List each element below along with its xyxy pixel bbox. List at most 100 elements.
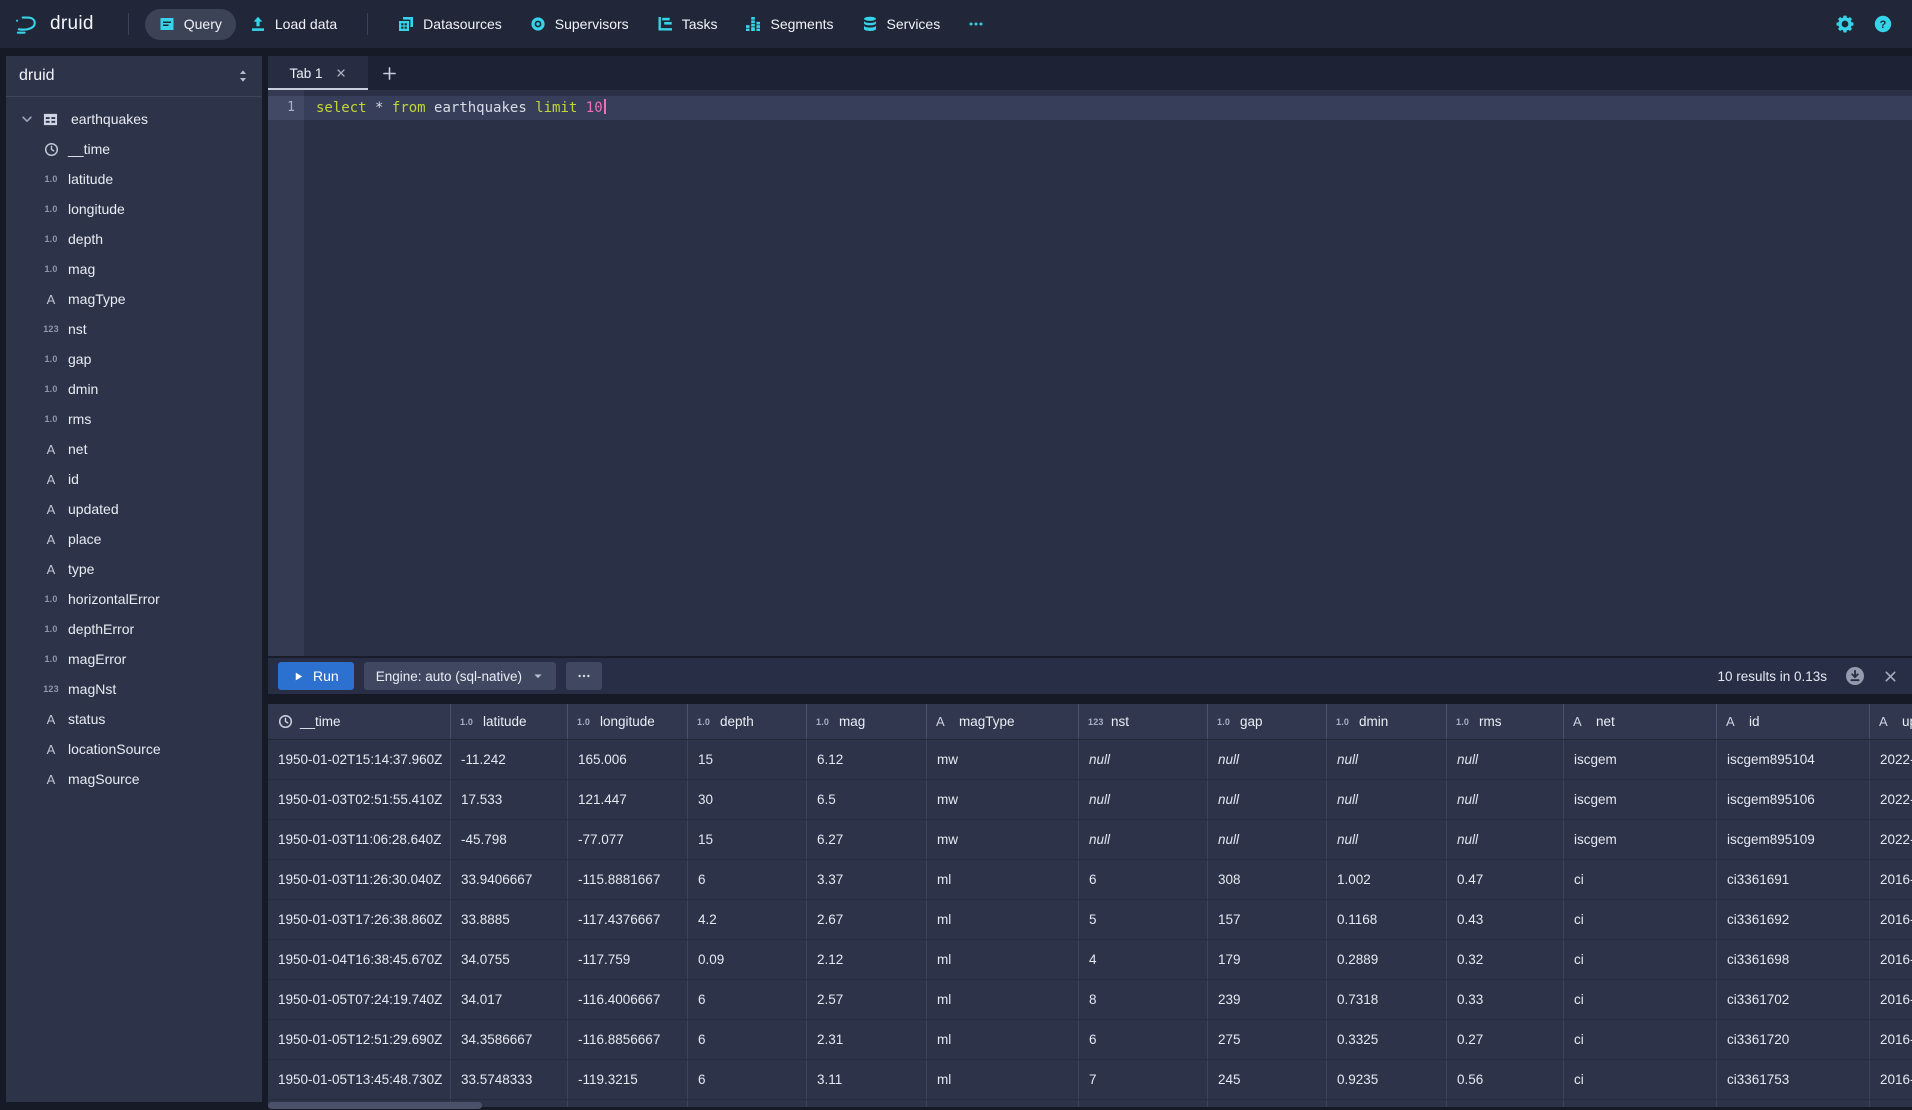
tree-item-column-mag[interactable]: 1.0mag [6, 254, 262, 284]
tree-item-column-net[interactable]: Anet [6, 434, 262, 464]
help-icon[interactable]: ? [1874, 15, 1892, 33]
table-cell[interactable]: 6.5 [807, 780, 927, 819]
table-cell[interactable]: ci [1564, 900, 1717, 939]
tree-item-column-place[interactable]: Aplace [6, 524, 262, 554]
nav-item-more[interactable] [954, 9, 998, 40]
table-cell[interactable]: iscgem895109 [1717, 820, 1870, 859]
column-header-updated[interactable]: Aupdated [1870, 704, 1912, 739]
table-cell[interactable]: 2022-0 [1870, 780, 1912, 819]
table-cell[interactable]: -117.759 [568, 940, 688, 979]
tree-item-column-magtype[interactable]: AmagType [6, 284, 262, 314]
table-cell[interactable]: 1950-01-05T12:51:29.690Z [268, 1020, 451, 1059]
table-cell[interactable]: 0.09 [688, 940, 807, 979]
tree-item-column-rms[interactable]: 1.0rms [6, 404, 262, 434]
nav-item-services[interactable]: Services [848, 9, 955, 40]
table-cell[interactable]: ci3361720 [1717, 1020, 1870, 1059]
table-cell[interactable]: 33.8885 [451, 900, 568, 939]
table-cell[interactable]: 34.3586667 [451, 1020, 568, 1059]
table-cell[interactable]: null [1327, 740, 1447, 779]
column-header-magtype[interactable]: AmagType [927, 704, 1079, 739]
table-cell[interactable]: ci3361692 [1717, 900, 1870, 939]
table-cell[interactable]: 0.27 [1447, 1020, 1564, 1059]
tree-item-column-deptherror[interactable]: 1.0depthError [6, 614, 262, 644]
table-cell[interactable]: ci [1564, 1020, 1717, 1059]
table-cell[interactable]: 2016-0 [1870, 980, 1912, 1019]
table-cell[interactable]: 30 [688, 780, 807, 819]
table-cell[interactable]: ml [927, 940, 1079, 979]
table-cell[interactable]: 6 [1079, 1020, 1208, 1059]
nav-item-query[interactable]: Query [145, 9, 236, 40]
table-cell[interactable]: 1950-01-03T11:06:28.640Z [268, 820, 451, 859]
table-cell[interactable]: ci3361698 [1717, 940, 1870, 979]
table-cell[interactable]: null [1327, 780, 1447, 819]
table-cell[interactable]: null [1447, 820, 1564, 859]
table-cell[interactable]: 0.43 [1447, 900, 1564, 939]
table-cell[interactable]: ml [927, 1060, 1079, 1099]
table-cell[interactable]: null [1447, 740, 1564, 779]
tree-item-column-id[interactable]: Aid [6, 464, 262, 494]
table-cell[interactable]: 245 [1208, 1060, 1327, 1099]
tree-item-column-horizontalerror[interactable]: 1.0horizontalError [6, 584, 262, 614]
table-cell[interactable]: 1950-01-03T17:26:38.860Z [268, 900, 451, 939]
tree-item-column-dmin[interactable]: 1.0dmin [6, 374, 262, 404]
table-cell[interactable]: 34.0755 [451, 940, 568, 979]
table-cell[interactable]: 0.9235 [1327, 1060, 1447, 1099]
table-cell[interactable]: null [1079, 820, 1208, 859]
settings-gear-icon[interactable] [1836, 15, 1854, 33]
tree-item-column-gap[interactable]: 1.0gap [6, 344, 262, 374]
table-cell[interactable]: ml [927, 980, 1079, 1019]
table-cell[interactable]: null [1327, 820, 1447, 859]
tree-item-column-locationsource[interactable]: AlocationSource [6, 734, 262, 764]
table-cell[interactable]: -119.3215 [568, 1060, 688, 1099]
table-cell[interactable]: 17.533 [451, 780, 568, 819]
table-cell[interactable]: 0.32 [1447, 940, 1564, 979]
query-more-button[interactable] [566, 662, 602, 690]
table-cell[interactable]: 6 [688, 1060, 807, 1099]
table-cell[interactable]: ml [927, 900, 1079, 939]
table-cell[interactable]: ci [1564, 980, 1717, 1019]
table-cell[interactable]: 179 [1208, 940, 1327, 979]
column-header-longitude[interactable]: 1.0longitude [568, 704, 688, 739]
table-cell[interactable]: 6 [688, 980, 807, 1019]
table-cell[interactable]: null [1208, 820, 1327, 859]
column-header-depth[interactable]: 1.0depth [688, 704, 807, 739]
engine-select-button[interactable]: Engine: auto (sql-native) [364, 662, 556, 690]
table-cell[interactable]: 8 [1079, 980, 1208, 1019]
table-cell[interactable]: 0.56 [1447, 1060, 1564, 1099]
table-cell[interactable]: 0.3325 [1327, 1020, 1447, 1059]
table-cell[interactable]: 1950-01-02T15:14:37.960Z [268, 740, 451, 779]
table-cell[interactable]: 15 [688, 740, 807, 779]
tree-item-column-magerror[interactable]: 1.0magError [6, 644, 262, 674]
table-cell[interactable]: 0.7318 [1327, 980, 1447, 1019]
table-cell[interactable]: 1950-01-05T07:24:19.740Z [268, 980, 451, 1019]
table-cell[interactable]: ml [927, 1020, 1079, 1059]
table-cell[interactable]: null [1079, 780, 1208, 819]
table-cell[interactable]: 33.9406667 [451, 860, 568, 899]
table-cell[interactable]: -116.4006667 [568, 980, 688, 1019]
table-cell[interactable]: 2022-0 [1870, 820, 1912, 859]
table-cell[interactable]: 6.12 [807, 740, 927, 779]
column-header-gap[interactable]: 1.0gap [1208, 704, 1327, 739]
table-cell[interactable]: 1950-01-05T13:45:48.730Z [268, 1060, 451, 1099]
table-cell[interactable]: iscgem [1564, 740, 1717, 779]
table-cell[interactable]: iscgem [1564, 780, 1717, 819]
sql-editor[interactable]: 1 select * from earthquakes limit 10 [268, 90, 1912, 656]
table-cell[interactable]: null [1079, 740, 1208, 779]
table-cell[interactable]: 3.11 [807, 1060, 927, 1099]
add-tab-button[interactable] [368, 56, 410, 90]
table-cell[interactable]: -11.242 [451, 740, 568, 779]
tree-item-column-latitude[interactable]: 1.0latitude [6, 164, 262, 194]
table-cell[interactable]: null [1447, 780, 1564, 819]
table-cell[interactable]: 1950-01-03T11:26:30.040Z [268, 860, 451, 899]
column-header-id[interactable]: Aid [1717, 704, 1870, 739]
column-header-dmin[interactable]: 1.0dmin [1327, 704, 1447, 739]
table-cell[interactable]: ci [1564, 940, 1717, 979]
column-header-mag[interactable]: 1.0mag [807, 704, 927, 739]
table-cell[interactable]: null [1208, 740, 1327, 779]
table-cell[interactable]: 239 [1208, 980, 1327, 1019]
tree-item-column-status[interactable]: Astatus [6, 704, 262, 734]
table-cell[interactable]: -45.798 [451, 820, 568, 859]
table-cell[interactable]: ci [1564, 1060, 1717, 1099]
tree-item-column-magsource[interactable]: AmagSource [6, 764, 262, 794]
table-cell[interactable]: 2016-0 [1870, 940, 1912, 979]
